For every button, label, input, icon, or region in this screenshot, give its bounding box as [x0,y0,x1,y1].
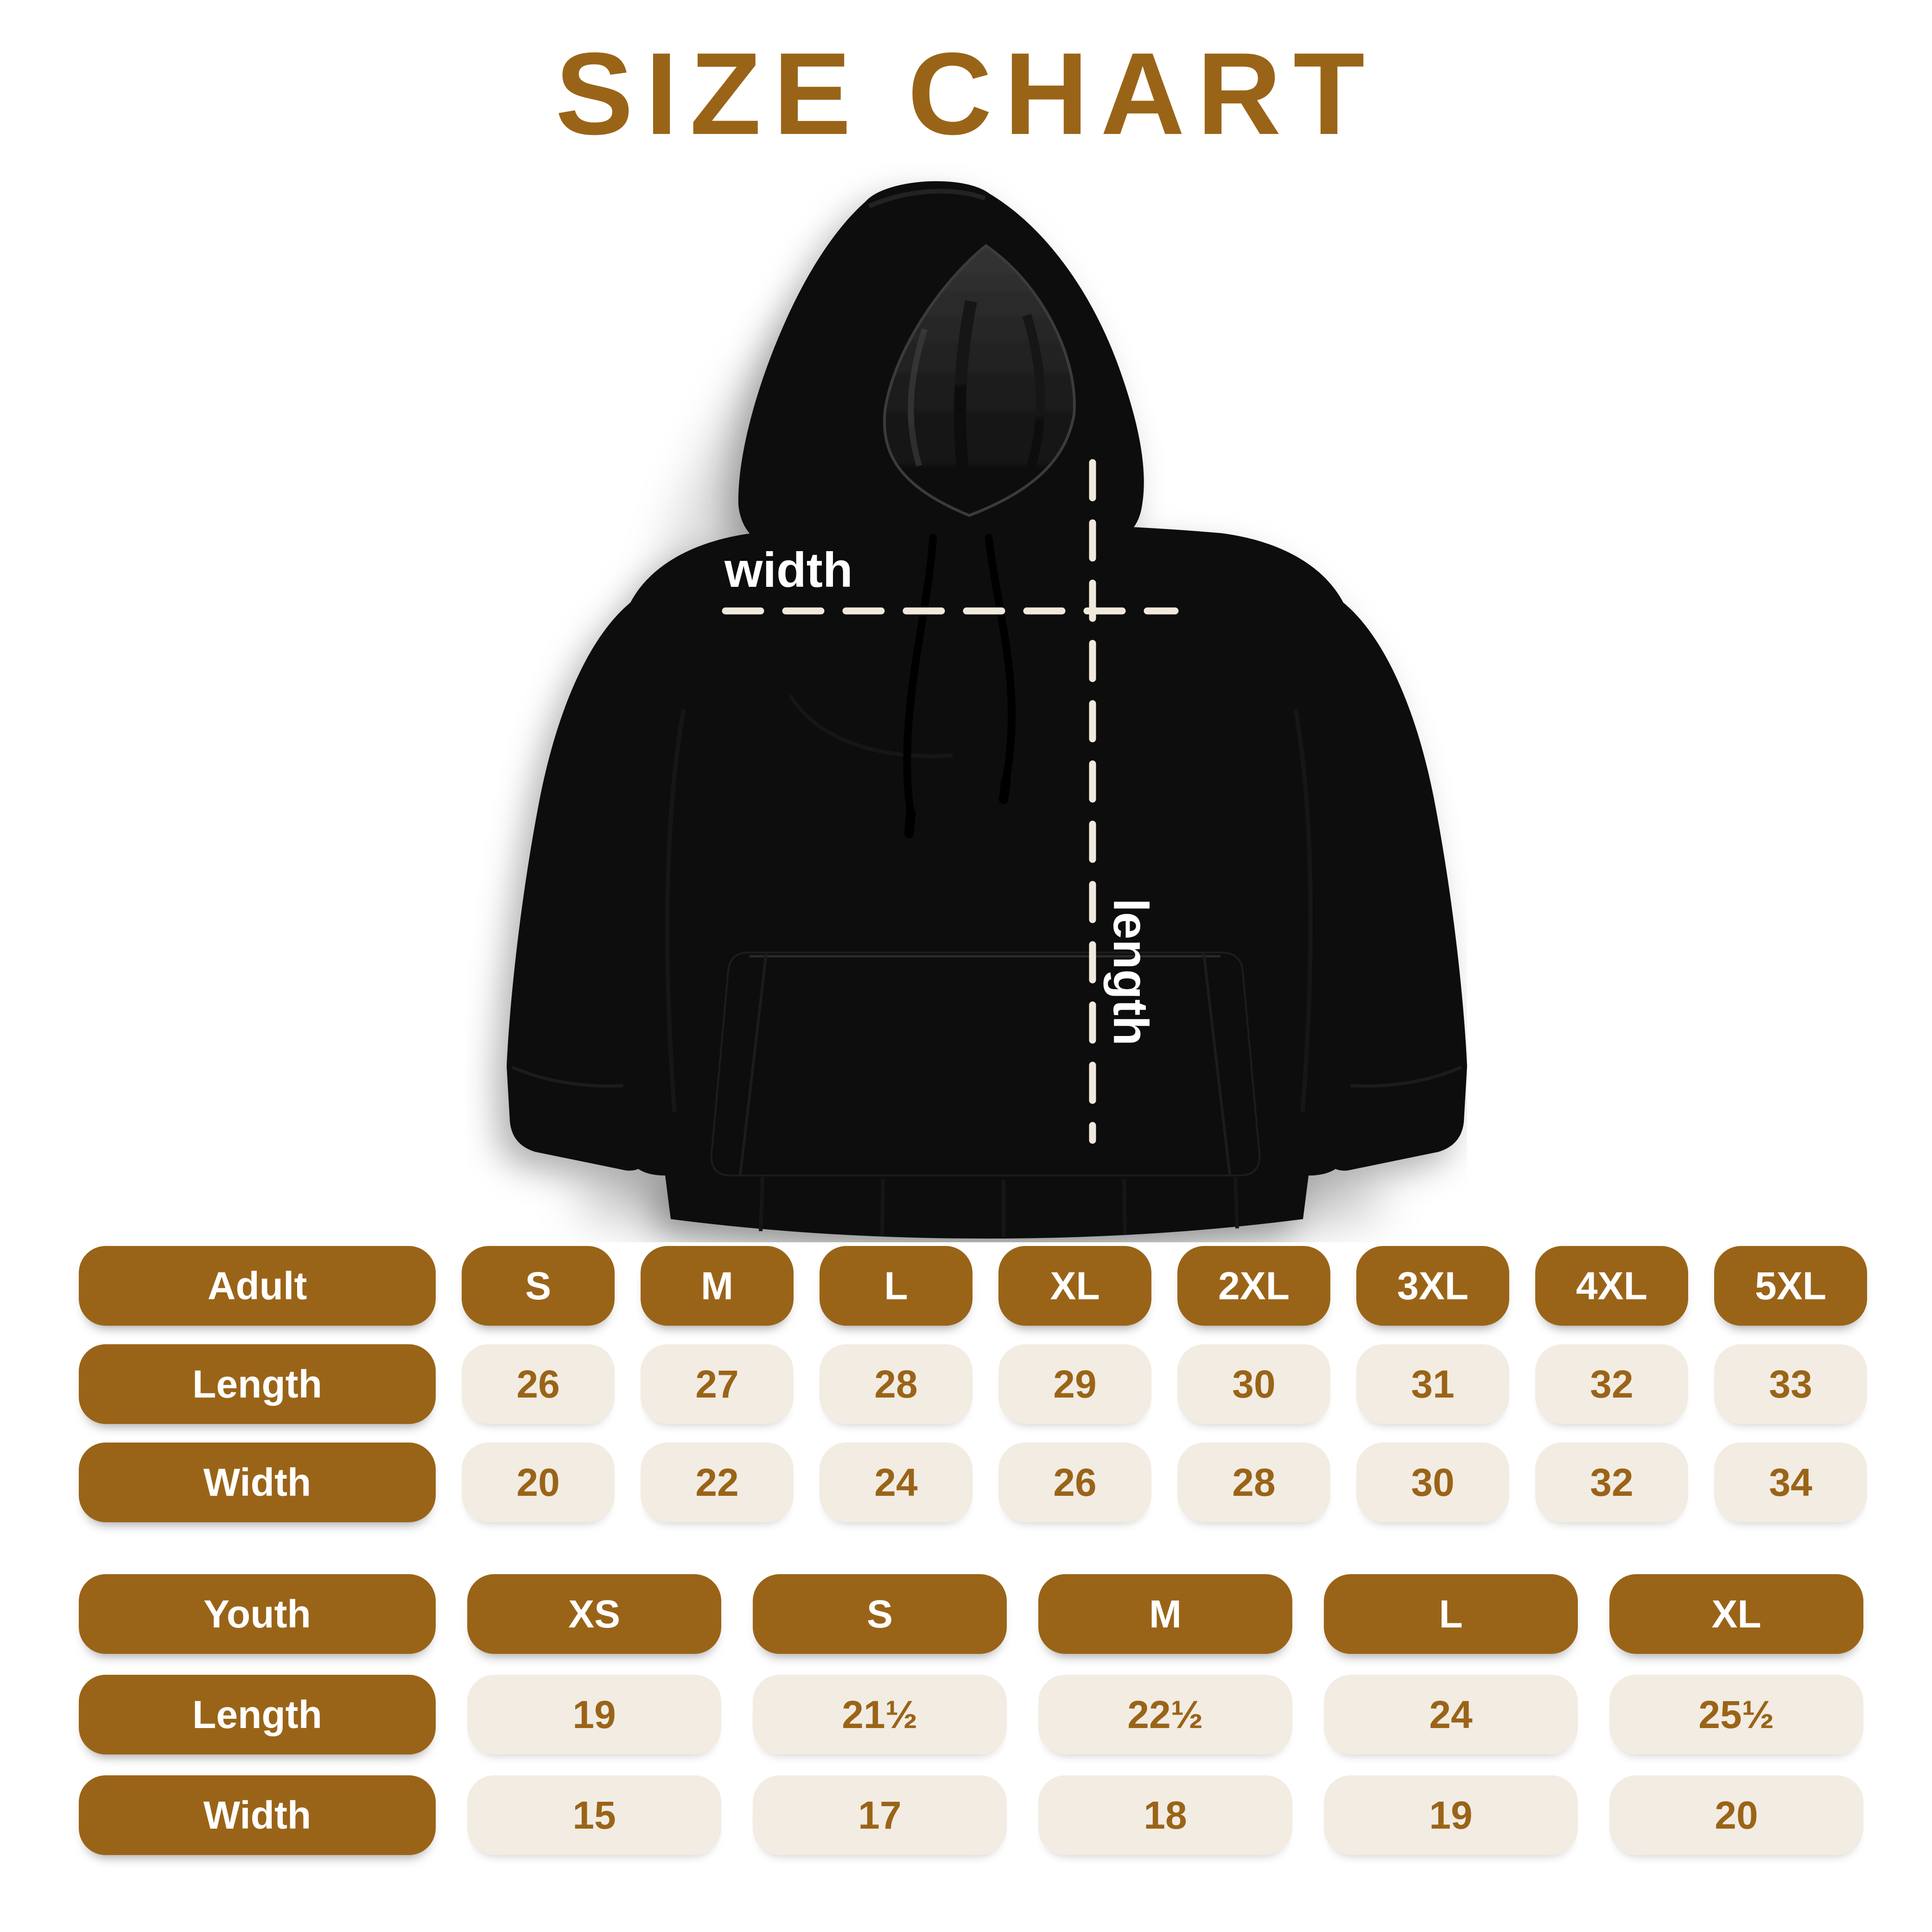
hoodie-hem [665,1176,1309,1239]
adult-length-value: 29 [998,1344,1151,1424]
adult-width-value: 24 [820,1443,972,1522]
youth-size-header-l: L [1324,1574,1578,1654]
adult-size-header-4xl: 4XL [1535,1246,1688,1326]
adult-width-row-label: Width [79,1443,436,1522]
youth-width-value: 18 [1038,1775,1292,1855]
youth-width-value: 15 [467,1775,721,1855]
adult-length-value: 32 [1535,1344,1688,1424]
adult-size-table: Adult S M L XL 2XL 3XL 4XL 5XL Length 26… [79,1246,1867,1522]
adult-size-header-3xl: 3XL [1356,1246,1509,1326]
adult-length-value: 28 [820,1344,972,1424]
adult-length-value: 30 [1177,1344,1330,1424]
adult-size-header-2xl: 2XL [1177,1246,1330,1326]
adult-size-header-s: S [462,1246,615,1326]
youth-width-value: 20 [1609,1775,1863,1855]
length-measure-label: length [1103,898,1158,1046]
adult-size-header-5xl: 5XL [1714,1246,1867,1326]
youth-length-value: 24 [1324,1675,1578,1754]
adult-width-value: 22 [641,1443,794,1522]
youth-size-header-xs: XS [467,1574,721,1654]
adult-length-value: 31 [1356,1344,1509,1424]
adult-size-header-xl: XL [998,1246,1151,1326]
youth-length-value: 25½ [1609,1675,1863,1754]
adult-length-value: 33 [1714,1344,1867,1424]
adult-width-value: 30 [1356,1443,1509,1522]
adult-width-value: 20 [462,1443,615,1522]
adult-length-row-label: Length [79,1344,436,1424]
adult-size-header-m: M [641,1246,794,1326]
measurement-guides: width length [722,459,1179,1144]
youth-size-header-s: S [753,1574,1007,1654]
width-measure-label: width [724,543,853,597]
youth-width-value: 19 [1324,1775,1578,1855]
youth-table-title: Youth [79,1574,436,1654]
adult-size-header-l: L [820,1246,972,1326]
adult-width-value: 28 [1177,1443,1330,1522]
youth-size-header-xl: XL [1609,1574,1863,1654]
hoodie-diagram: width length [466,162,1467,1242]
hoodie-pocket [710,952,1261,1176]
adult-length-value: 27 [641,1344,794,1424]
youth-length-row-label: Length [79,1675,436,1754]
youth-length-value: 19 [467,1675,721,1754]
youth-length-value: 22½ [1038,1675,1292,1754]
adult-width-value: 26 [998,1443,1151,1522]
page-title: SIZE CHART [555,29,1377,159]
adult-width-value: 34 [1714,1443,1867,1522]
adult-table-title: Adult [79,1246,436,1326]
hoodie-illustration: width length [507,181,1467,1242]
hood-lining [883,244,1076,517]
youth-size-table: Youth XS S M L XL Length 19 21½ 22½ 24 2… [79,1574,1863,1855]
youth-size-header-m: M [1038,1574,1292,1654]
youth-length-value: 21½ [753,1675,1007,1754]
adult-width-value: 32 [1535,1443,1688,1522]
hood-drawstrings [903,534,1016,839]
youth-width-row-label: Width [79,1775,436,1855]
youth-width-value: 17 [753,1775,1007,1855]
adult-length-value: 26 [462,1344,615,1424]
